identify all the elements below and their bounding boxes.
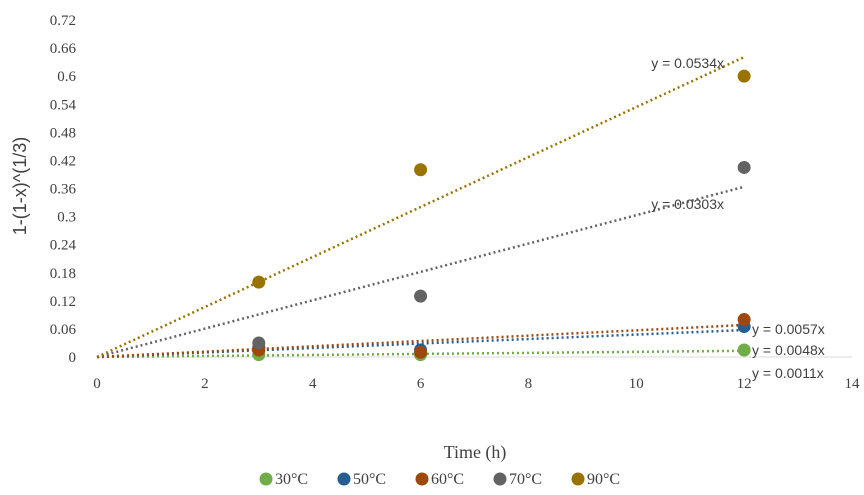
data-point: [737, 160, 751, 174]
legend: 30°C 50°C 60°C 70°C 90°C: [259, 471, 620, 488]
y-tick-label: 0.48: [50, 125, 76, 141]
y-tick-label: 0.42: [50, 153, 76, 169]
trendline-70°C: [96, 185, 745, 359]
data-point: [414, 345, 428, 359]
y-tick-label: 0.12: [50, 294, 76, 310]
legend-item: 90°C: [571, 471, 620, 488]
data-point: [414, 289, 428, 303]
legend-label: 30°C: [275, 471, 308, 488]
y-tick-label: 0.66: [50, 41, 77, 57]
data-points: [252, 69, 751, 362]
x-tick-label: 12: [737, 376, 752, 392]
y-tick-label: 0: [69, 350, 77, 366]
data-point: [414, 163, 428, 177]
data-point: [737, 343, 751, 357]
trendline-equation: y = 0.0057x: [752, 321, 825, 337]
axes: 0 2 4 6 8 10 12 14 0 0.06 0.12 0.18 0.24 0.3 0.36 0.42 0…: [50, 13, 860, 392]
y-axis-title: 1-(1-x)^(1/3): [10, 137, 30, 235]
data-point: [737, 313, 751, 327]
x-tick-label: 0: [93, 376, 101, 392]
x-tick-label: 6: [417, 376, 425, 392]
trendline-labels: y = 0.0011x y = 0.0048x y = 0.0057x y = 0.0…: [651, 55, 825, 381]
y-tick-label: 0.6: [57, 69, 76, 85]
y-tick-label: 0.24: [50, 238, 77, 254]
x-tick-label: 14: [845, 376, 861, 392]
legend-marker: [415, 472, 429, 486]
legend-item: 60°C: [415, 471, 464, 488]
data-point: [252, 275, 266, 289]
trendline-equation: y = 0.0011x: [752, 365, 824, 381]
legend-item: 30°C: [259, 471, 308, 488]
data-point: [252, 336, 266, 350]
y-tick-label: 0.72: [50, 13, 76, 29]
trendlines: [96, 55, 745, 359]
trendline-90°C: [96, 55, 745, 359]
trendline-equation: y = 0.0048x: [752, 342, 825, 358]
legend-label: 50°C: [353, 471, 386, 488]
y-tick-label: 0.3: [57, 210, 76, 226]
x-tick-label: 4: [309, 376, 317, 392]
trendline-equation: y = 0.0534x: [651, 55, 724, 71]
y-tick-label: 0.18: [50, 266, 76, 282]
x-tick-label: 2: [201, 376, 209, 392]
legend-marker: [337, 472, 351, 486]
legend-item: 50°C: [337, 471, 386, 488]
data-point: [737, 69, 751, 83]
legend-marker: [493, 472, 507, 486]
legend-label: 90°C: [587, 471, 620, 488]
legend-marker: [571, 472, 585, 486]
legend-item: 70°C: [493, 471, 542, 488]
y-tick-label: 0.06: [50, 322, 77, 338]
legend-label: 70°C: [509, 471, 542, 488]
y-tick-label: 0.54: [50, 97, 77, 113]
x-tick-label: 8: [525, 376, 533, 392]
x-axis-title: Time (h): [444, 442, 507, 463]
x-tick-label: 10: [629, 376, 644, 392]
trendline-equation: y = 0.0303x: [651, 196, 724, 212]
y-tick-label: 0.36: [50, 182, 77, 198]
legend-marker: [259, 472, 273, 486]
legend-label: 60°C: [431, 471, 464, 488]
